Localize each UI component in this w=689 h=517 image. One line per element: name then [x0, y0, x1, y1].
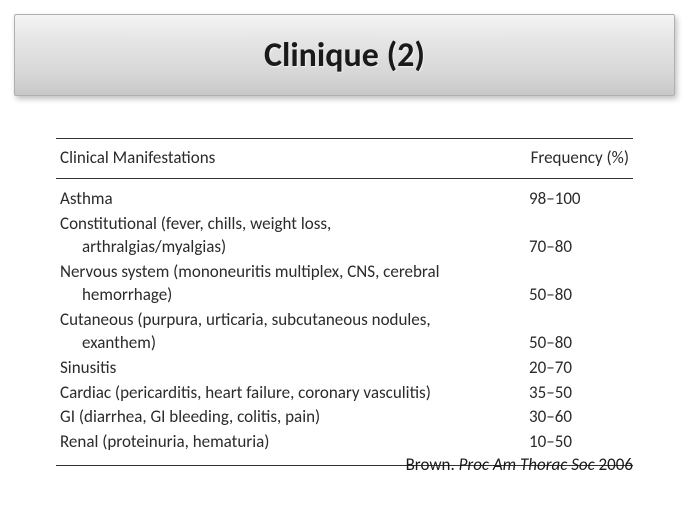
manifestation-cell: Nervous system (mononeuritis multiplex, …	[60, 261, 500, 307]
frequency-cell: 98–100	[529, 188, 629, 211]
table-row: GI (diarrhea, GI bleeding, colitis, pain…	[60, 405, 629, 430]
manifestations-table: Clinical Manifestations Frequency (%) As…	[56, 138, 633, 466]
manifestation-cell: Sinusitis	[60, 357, 500, 380]
table-row: Constitutional (fever, chills, weight lo…	[60, 212, 629, 260]
table-header: Clinical Manifestations Frequency (%)	[56, 138, 633, 179]
table-row: Sinusitis 20–70	[60, 356, 629, 381]
title-banner: Clinique (2)	[14, 14, 675, 96]
manifestation-cell: Cutaneous (purpura, urticaria, subcutane…	[60, 309, 500, 355]
frequency-cell: 50–80	[529, 284, 629, 307]
citation-journal: Proc Am Thorac Soc	[459, 454, 595, 475]
citation: Brown. Proc Am Thorac Soc 2006	[0, 454, 633, 475]
frequency-cell: 10–50	[529, 431, 629, 454]
table-row: Asthma 98–100	[60, 187, 629, 212]
frequency-cell: 30–60	[529, 406, 629, 429]
frequency-cell: 35–50	[529, 382, 629, 405]
table-body: Asthma 98–100 Constitutional (fever, chi…	[56, 179, 633, 466]
frequency-cell: 20–70	[529, 357, 629, 380]
table-row: Nervous system (mononeuritis multiplex, …	[60, 260, 629, 308]
table-row: Cardiac (pericarditis, heart failure, co…	[60, 381, 629, 406]
page-title: Clinique (2)	[264, 35, 425, 76]
manifestation-cell: GI (diarrhea, GI bleeding, colitis, pain…	[60, 406, 500, 429]
manifestation-cell: Cardiac (pericarditis, heart failure, co…	[60, 382, 500, 405]
manifestation-cell: Constitutional (fever, chills, weight lo…	[60, 213, 500, 259]
citation-author: Brown.	[406, 454, 455, 475]
frequency-cell: 50–80	[529, 332, 629, 355]
table-row: Renal (proteinuria, hematuria) 10–50	[60, 430, 629, 455]
citation-year: 2006	[599, 454, 633, 475]
manifestation-cell: Asthma	[60, 188, 500, 211]
manifestation-cell: Renal (proteinuria, hematuria)	[60, 431, 500, 454]
col-header-manifestations: Clinical Manifestations	[60, 147, 215, 168]
table-row: Cutaneous (purpura, urticaria, subcutane…	[60, 308, 629, 356]
col-header-frequency: Frequency (%)	[531, 147, 629, 168]
frequency-cell: 70–80	[529, 236, 629, 259]
